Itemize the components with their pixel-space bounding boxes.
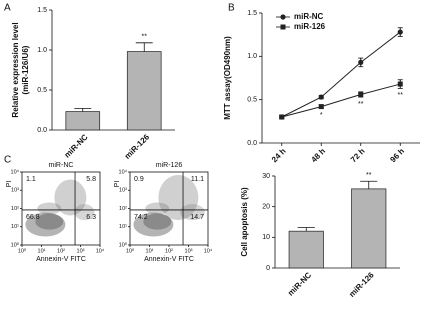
bar (351, 188, 387, 269)
legend-marker (280, 14, 286, 20)
quadrant-percent: 6.3 (86, 214, 96, 221)
event-cloud (35, 213, 64, 230)
y-tick-label: 0.0 (37, 127, 47, 134)
annotation: ** (366, 172, 372, 179)
quadrant-percent: 1.1 (26, 176, 36, 183)
x-tick-label: 10¹ (146, 248, 154, 254)
y-tick-label: 1.0 (37, 47, 47, 54)
event-cloud (145, 202, 170, 215)
event-cloud (179, 204, 205, 221)
x-tick-label: miR-126 (347, 270, 376, 299)
legend-label: miR-NC (294, 12, 324, 21)
event-cloud (37, 202, 62, 215)
quadrant-percent: 66.8 (26, 214, 40, 221)
x-tick-label: 48 h (309, 146, 327, 164)
y-tick-label: 20 (262, 204, 270, 211)
y-tick-label: 1.5 (247, 10, 257, 17)
y-axis-label: Cell apoptosis (%) (240, 187, 249, 257)
plot-title: miR-126 (156, 162, 183, 169)
plot-title: miR-NC (49, 162, 74, 169)
y-tick-label: 1.5 (37, 7, 47, 14)
bar (65, 111, 101, 131)
x-tick-label: miR-NC (286, 270, 313, 297)
quadrant-percent: 14.7 (190, 214, 204, 221)
y-tick-label: 0.0 (247, 140, 257, 147)
y-tick-label: 10¹ (11, 224, 19, 230)
annotation: ** (358, 101, 364, 108)
x-tick-label: miR-NC (63, 132, 90, 159)
x-tick-label: miR-126 (123, 132, 152, 161)
x-tick-label: 10³ (185, 248, 193, 254)
x-tick-label: 72 h (349, 146, 367, 164)
x-tick-label: 10⁰ (126, 247, 135, 254)
bar (288, 230, 324, 269)
bar (126, 51, 162, 131)
y-tick-label: 10² (119, 206, 127, 212)
y-tick-label: 30 (262, 173, 270, 180)
x-tick-label: 10² (165, 248, 173, 254)
panel-label: B (228, 3, 235, 14)
event-cloud (158, 175, 199, 221)
x-tick-label: 96 h (388, 146, 406, 164)
event-cloud (74, 204, 95, 221)
y-axis-label: PI (6, 181, 13, 188)
marker (358, 59, 364, 65)
panel-label: A (4, 3, 11, 14)
x-tick-label: 10² (57, 248, 65, 254)
x-tick-label: 10⁰ (18, 247, 27, 254)
y-tick-label: 10⁰ (11, 241, 20, 248)
quadrant-percent: 11.1 (191, 176, 204, 183)
marker (358, 91, 364, 97)
marker (397, 81, 403, 87)
event-cloud (143, 213, 172, 230)
y-tick-label: 10¹ (119, 224, 127, 230)
event-cloud (54, 179, 87, 216)
y-tick-label: 0 (266, 265, 270, 272)
x-axis-label: Annexin-V FITC (36, 256, 86, 263)
quadrant-percent: 5.8 (86, 176, 96, 183)
series-line (281, 31, 401, 118)
y-axis-label: Relative expression level (11, 22, 20, 117)
y-tick-label: 10⁴ (11, 168, 20, 175)
y-tick-label: 1.0 (247, 53, 257, 60)
quadrant-percent: 0.9 (134, 176, 144, 183)
legend-marker (280, 24, 286, 30)
y-axis-label: (miR-126/U6) (21, 45, 30, 94)
x-axis-label: Annexin-V FITC (144, 256, 194, 263)
y-tick-label: 10² (11, 206, 19, 212)
marker (318, 104, 324, 110)
annotation: * (320, 112, 323, 119)
x-tick-label: 10⁴ (96, 247, 105, 254)
y-tick-label: 10 (262, 234, 270, 241)
y-axis-label: MTT assay(OD490nm) (223, 36, 232, 120)
marker (318, 94, 324, 100)
y-tick-label: 0.5 (37, 87, 47, 94)
annotation: ** (142, 34, 148, 41)
panel-label: C (4, 155, 11, 166)
quadrant-percent: 74.2 (134, 214, 148, 221)
annotation: ** (398, 92, 404, 99)
series-line (281, 83, 401, 118)
y-tick-label: 10³ (11, 188, 19, 194)
y-tick-label: 10³ (119, 188, 127, 194)
y-tick-label: 0.5 (247, 97, 257, 104)
y-axis-label: PI (114, 181, 121, 188)
marker (397, 29, 403, 35)
y-tick-label: 10⁴ (119, 168, 128, 175)
x-tick-label: 10¹ (38, 248, 46, 254)
x-tick-label: 10⁴ (204, 247, 213, 254)
x-tick-label: 24 h (270, 146, 288, 164)
y-tick-label: 10⁰ (119, 241, 128, 248)
legend-label: miR-126 (294, 22, 326, 31)
x-tick-label: 10³ (77, 248, 85, 254)
marker (279, 114, 285, 120)
